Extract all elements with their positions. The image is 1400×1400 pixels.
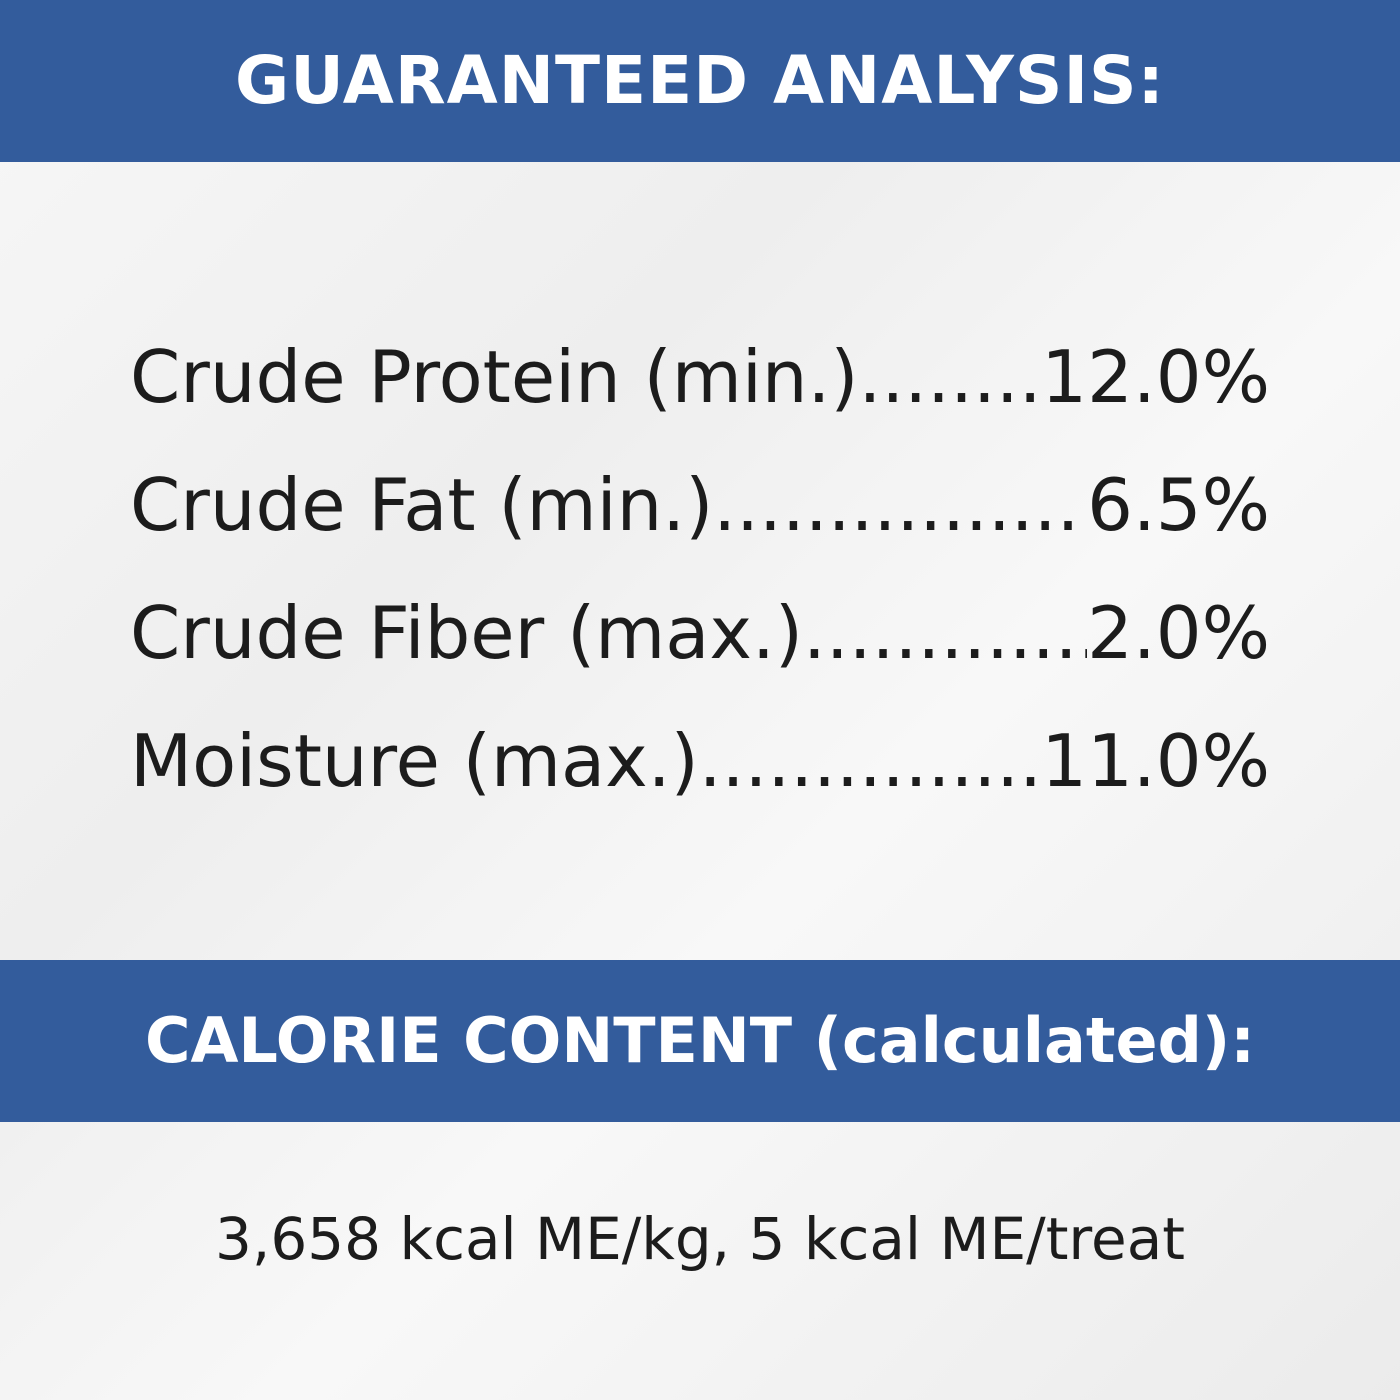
- value: 11.0%: [1041, 719, 1270, 803]
- analysis-row: Crude Fiber (max.)............. 2.0%: [130, 591, 1270, 675]
- analysis-row: Crude Fat (min.).................. 6.5%: [130, 463, 1270, 547]
- label: Crude Protein (min.): [130, 335, 859, 419]
- calorie-text: 3,658 kcal ME/kg, 5 kcal ME/treat: [215, 1205, 1185, 1273]
- dots: ..................: [713, 463, 1088, 547]
- value: 6.5%: [1087, 463, 1270, 547]
- header-title: GUARANTEED ANALYSIS:: [0, 0, 1400, 162]
- dots: ..........: [858, 335, 1042, 419]
- value: 2.0%: [1087, 591, 1270, 675]
- label: Crude Fat (min.): [130, 463, 714, 547]
- dots: ..................: [698, 719, 1042, 803]
- dots: .............: [803, 591, 1088, 675]
- value: 12.0%: [1041, 335, 1270, 419]
- calorie-title: CALORIE CONTENT (calculated):: [0, 960, 1400, 1122]
- label: Crude Fiber (max.): [130, 591, 803, 675]
- analysis-row: Moisture (max.)..................11.0%: [130, 719, 1270, 803]
- analysis-row: Crude Protein (min.)..........12.0%: [130, 335, 1270, 419]
- label: Moisture (max.): [130, 719, 699, 803]
